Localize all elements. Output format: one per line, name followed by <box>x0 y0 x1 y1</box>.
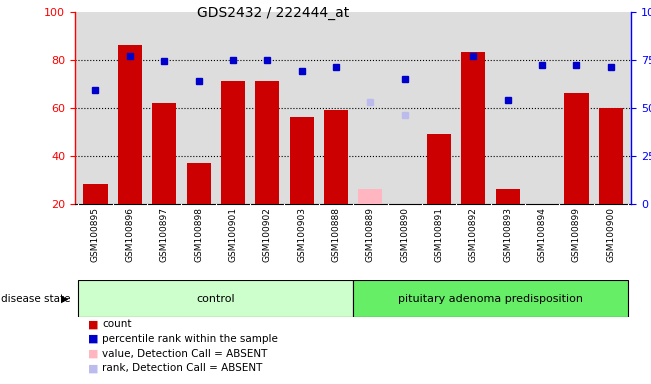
Bar <box>353 280 628 317</box>
Text: GSM100888: GSM100888 <box>331 207 340 262</box>
Bar <box>250 12 284 204</box>
Bar <box>427 134 451 204</box>
Bar <box>324 110 348 204</box>
Bar <box>78 12 113 204</box>
Bar <box>564 93 589 204</box>
Bar <box>83 184 107 204</box>
Text: control: control <box>197 293 235 304</box>
Text: GSM100898: GSM100898 <box>194 207 203 262</box>
Bar <box>284 12 319 204</box>
Bar <box>255 81 279 204</box>
Bar <box>456 12 491 204</box>
Bar <box>422 12 456 204</box>
Bar <box>491 12 525 204</box>
Bar <box>358 189 382 204</box>
Bar <box>353 12 387 204</box>
Bar <box>78 12 113 204</box>
Bar <box>152 103 176 204</box>
Text: pituitary adenoma predisposition: pituitary adenoma predisposition <box>398 293 583 304</box>
Bar <box>387 12 422 204</box>
Bar <box>456 12 491 204</box>
Bar <box>284 12 319 204</box>
Bar <box>215 12 250 204</box>
Text: GSM100903: GSM100903 <box>297 207 306 262</box>
Bar <box>78 280 353 317</box>
Text: GSM100891: GSM100891 <box>435 207 443 262</box>
Text: rank, Detection Call = ABSENT: rank, Detection Call = ABSENT <box>102 363 262 373</box>
Text: GSM100899: GSM100899 <box>572 207 581 262</box>
Text: value, Detection Call = ABSENT: value, Detection Call = ABSENT <box>102 349 268 359</box>
Bar <box>250 12 284 204</box>
Bar <box>182 12 215 204</box>
Text: ■: ■ <box>88 319 98 329</box>
Bar <box>353 12 387 204</box>
Bar <box>319 12 353 204</box>
Text: GSM100889: GSM100889 <box>366 207 375 262</box>
Bar <box>113 12 147 204</box>
Text: GSM100901: GSM100901 <box>229 207 238 262</box>
Text: GSM100894: GSM100894 <box>538 207 547 262</box>
Bar <box>599 108 623 204</box>
Bar <box>187 163 210 204</box>
Text: ▶: ▶ <box>61 293 68 304</box>
Text: GSM100893: GSM100893 <box>503 207 512 262</box>
Text: GSM100892: GSM100892 <box>469 207 478 262</box>
Bar <box>113 12 147 204</box>
Text: GSM100897: GSM100897 <box>159 207 169 262</box>
Text: GSM100902: GSM100902 <box>263 207 271 262</box>
Bar <box>594 12 628 204</box>
Bar <box>387 12 422 204</box>
Bar <box>290 117 314 204</box>
Text: GDS2432 / 222444_at: GDS2432 / 222444_at <box>197 6 350 20</box>
Bar <box>559 12 594 204</box>
Bar <box>182 12 215 204</box>
Bar <box>147 12 182 204</box>
Bar <box>422 12 456 204</box>
Text: GSM100900: GSM100900 <box>606 207 615 262</box>
Bar <box>525 12 559 204</box>
Bar <box>525 12 559 204</box>
Text: GSM100896: GSM100896 <box>126 207 134 262</box>
Bar <box>496 189 519 204</box>
Text: ■: ■ <box>88 363 98 373</box>
Text: ■: ■ <box>88 349 98 359</box>
Text: GSM100895: GSM100895 <box>91 207 100 262</box>
Bar <box>462 52 486 204</box>
Text: ■: ■ <box>88 334 98 344</box>
Text: percentile rank within the sample: percentile rank within the sample <box>102 334 278 344</box>
Bar <box>215 12 250 204</box>
Bar <box>491 12 525 204</box>
Bar <box>319 12 353 204</box>
Bar <box>594 12 628 204</box>
Bar <box>221 81 245 204</box>
Text: disease state: disease state <box>1 293 71 304</box>
Bar <box>559 12 594 204</box>
Bar <box>118 45 142 204</box>
Text: count: count <box>102 319 132 329</box>
Bar <box>147 12 182 204</box>
Text: GSM100890: GSM100890 <box>400 207 409 262</box>
